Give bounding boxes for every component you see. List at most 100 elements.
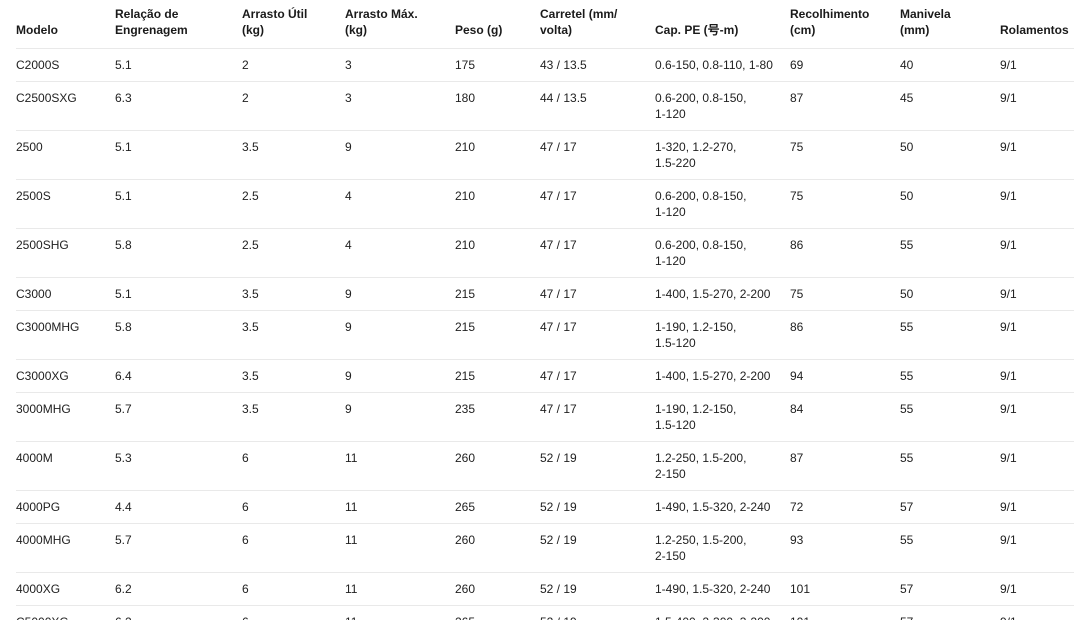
cell-relacao: 5.1	[115, 58, 132, 72]
cell-arrasto-util: 3.5	[242, 320, 259, 334]
cell-peso: 260	[455, 451, 476, 465]
cell-relacao: 5.8	[115, 320, 132, 334]
cell-peso: 260	[455, 533, 476, 547]
cell-modelo: 4000M	[16, 451, 53, 465]
table-row: C2500SXG 6.3 2 3 180 44 / 13.5 0.6-200, 0.8-15…	[16, 82, 1074, 131]
cell-rolamentos: 9/1	[1000, 189, 1017, 203]
cell-carretel: 52 / 19	[540, 582, 577, 596]
cell-rolamentos: 9/1	[1000, 402, 1017, 416]
cell-peso: 265	[455, 606, 540, 620]
cell-cap-pe: 1-490, 1.5-320, 2-240	[655, 500, 771, 514]
cell-cap-pe: 1-320, 1.2-270, 1.5-220	[655, 140, 737, 170]
column-header-peso: Peso (g)	[455, 23, 503, 37]
cell-manivela: 50	[900, 189, 914, 203]
table-row: C3000MHG 5.8 3.5 9 215 47 / 17 1-190, 1.2-150,…	[16, 311, 1074, 360]
cell-recolhimento: 87	[790, 91, 804, 105]
cell-arrasto-max: 3	[345, 91, 352, 105]
cell-rolamentos: 9/1	[1000, 533, 1017, 547]
cell-recolhimento: 75	[790, 140, 804, 154]
cell-arrasto-max: 4	[345, 189, 352, 203]
cell-relacao: 6.2	[115, 606, 242, 620]
cell-cap-pe: 1.5-400, 2-300, 3-200	[655, 606, 790, 620]
column-header-modelo: Modelo	[16, 23, 58, 37]
cell-cap-pe: 1-490, 1.5-320, 2-240	[655, 582, 771, 596]
table-row: 4000M 5.3 6 11 260 52 / 19 1.2-250, 1.5-200, 2…	[16, 442, 1074, 491]
cell-manivela: 55	[900, 533, 914, 547]
cell-modelo: C5000XG	[16, 606, 115, 620]
cell-carretel: 47 / 17	[540, 320, 577, 334]
table-row: 4000MHG 5.7 6 11 260 52 / 19 1.2-250, 1.5-200,…	[16, 524, 1074, 573]
table-row: 4000XG 6.2 6 11 260 52 / 19 1-490, 1.5-320, 2-…	[16, 573, 1074, 606]
cell-modelo: 2500SHG	[16, 238, 69, 252]
cell-peso: 210	[455, 140, 476, 154]
cell-cap-pe: 1-400, 1.5-270, 2-200	[655, 287, 771, 301]
column-header-manivela: Manivela (mm)	[900, 7, 951, 37]
cell-carretel: 44 / 13.5	[540, 91, 587, 105]
cell-peso: 210	[455, 189, 476, 203]
table-row: 2500SHG 5.8 2.5 4 210 47 / 17 0.6-200, 0.8-150…	[16, 229, 1074, 278]
cell-cap-pe: 1-190, 1.2-150, 1.5-120	[655, 320, 737, 350]
cell-carretel: 47 / 17	[540, 287, 577, 301]
table-row: 4000PG 4.4 6 11 265 52 / 19 1-490, 1.5-320, 2-…	[16, 491, 1074, 524]
cell-manivela: 45	[900, 91, 914, 105]
column-header-arrasto-max: Arrasto Máx. (kg)	[345, 7, 418, 37]
cell-manivela: 55	[900, 402, 914, 416]
cell-carretel: 52 / 19	[540, 606, 655, 620]
cell-recolhimento: 75	[790, 189, 804, 203]
cell-manivela: 55	[900, 451, 914, 465]
cell-modelo: C3000	[16, 287, 52, 301]
cell-arrasto-util: 3.5	[242, 140, 259, 154]
table-row: C3000XG 6.4 3.5 9 215 47 / 17 1-400, 1.5-270, …	[16, 360, 1074, 393]
cell-recolhimento: 86	[790, 320, 804, 334]
cell-carretel: 43 / 13.5	[540, 58, 587, 72]
cell-carretel: 47 / 17	[540, 140, 577, 154]
cell-manivela: 50	[900, 140, 914, 154]
cell-peso: 210	[455, 238, 476, 252]
column-header-cap-pe: Cap. PE (号-m)	[655, 23, 739, 37]
header-row: Modelo Relação de Engrenagem Arrasto Útil …	[16, 0, 1074, 49]
column-header-relacao: Relação de Engrenagem	[115, 7, 188, 37]
table-row: 2500S 5.1 2.5 4 210 47 / 17 0.6-200, 0.8-150, …	[16, 180, 1074, 229]
cell-cap-pe: 0.6-200, 0.8-150, 1-120	[655, 91, 747, 121]
cell-cap-pe: 1.2-250, 1.5-200, 2-150	[655, 451, 747, 481]
table-row: C5000XG6.261126552 / 191.5-400, 2-300, 3…	[16, 606, 1074, 620]
cell-recolhimento: 72	[790, 500, 804, 514]
cell-rolamentos: 9/1	[1000, 606, 1074, 620]
cell-modelo: C3000XG	[16, 369, 69, 383]
cell-carretel: 52 / 19	[540, 451, 577, 465]
cell-arrasto-util: 2.5	[242, 238, 259, 252]
cell-peso: 265	[455, 500, 476, 514]
cell-peso: 215	[455, 369, 476, 383]
cell-arrasto-max: 4	[345, 238, 352, 252]
cell-arrasto-max: 11	[345, 500, 358, 514]
cell-relacao: 5.7	[115, 533, 132, 547]
column-header-recolhimento: Recolhimento (cm)	[790, 7, 870, 37]
cell-arrasto-max: 11	[345, 451, 358, 465]
cell-arrasto-max: 9	[345, 320, 352, 334]
cell-cap-pe: 0.6-200, 0.8-150, 1-120	[655, 189, 747, 219]
cell-relacao: 4.4	[115, 500, 132, 514]
cell-relacao: 6.2	[115, 582, 132, 596]
cell-relacao: 5.3	[115, 451, 132, 465]
cell-recolhimento: 93	[790, 533, 804, 547]
cell-modelo: 2500S	[16, 189, 51, 203]
cell-modelo: C2500SXG	[16, 91, 77, 105]
cell-cap-pe: 0.6-200, 0.8-150, 1-120	[655, 238, 747, 268]
cell-recolhimento: 101	[790, 582, 811, 596]
cell-arrasto-util: 6	[242, 606, 345, 620]
cell-manivela: 57	[900, 582, 914, 596]
cell-carretel: 47 / 17	[540, 369, 577, 383]
cell-peso: 215	[455, 287, 476, 301]
cell-arrasto-max: 9	[345, 287, 352, 301]
cell-recolhimento: 75	[790, 287, 804, 301]
cell-manivela: 50	[900, 287, 914, 301]
cell-carretel: 47 / 17	[540, 402, 577, 416]
cell-modelo: 4000XG	[16, 582, 61, 596]
cell-recolhimento: 69	[790, 58, 804, 72]
cell-rolamentos: 9/1	[1000, 500, 1017, 514]
table-body: C2000S 5.1 2 3 175 43 / 13.5 0.6-150, 0.8-110,…	[16, 49, 1074, 620]
cell-peso: 260	[455, 582, 476, 596]
cell-cap-pe: 1-400, 1.5-270, 2-200	[655, 369, 771, 383]
cell-modelo: 4000MHG	[16, 533, 71, 547]
cell-recolhimento: 84	[790, 402, 804, 416]
